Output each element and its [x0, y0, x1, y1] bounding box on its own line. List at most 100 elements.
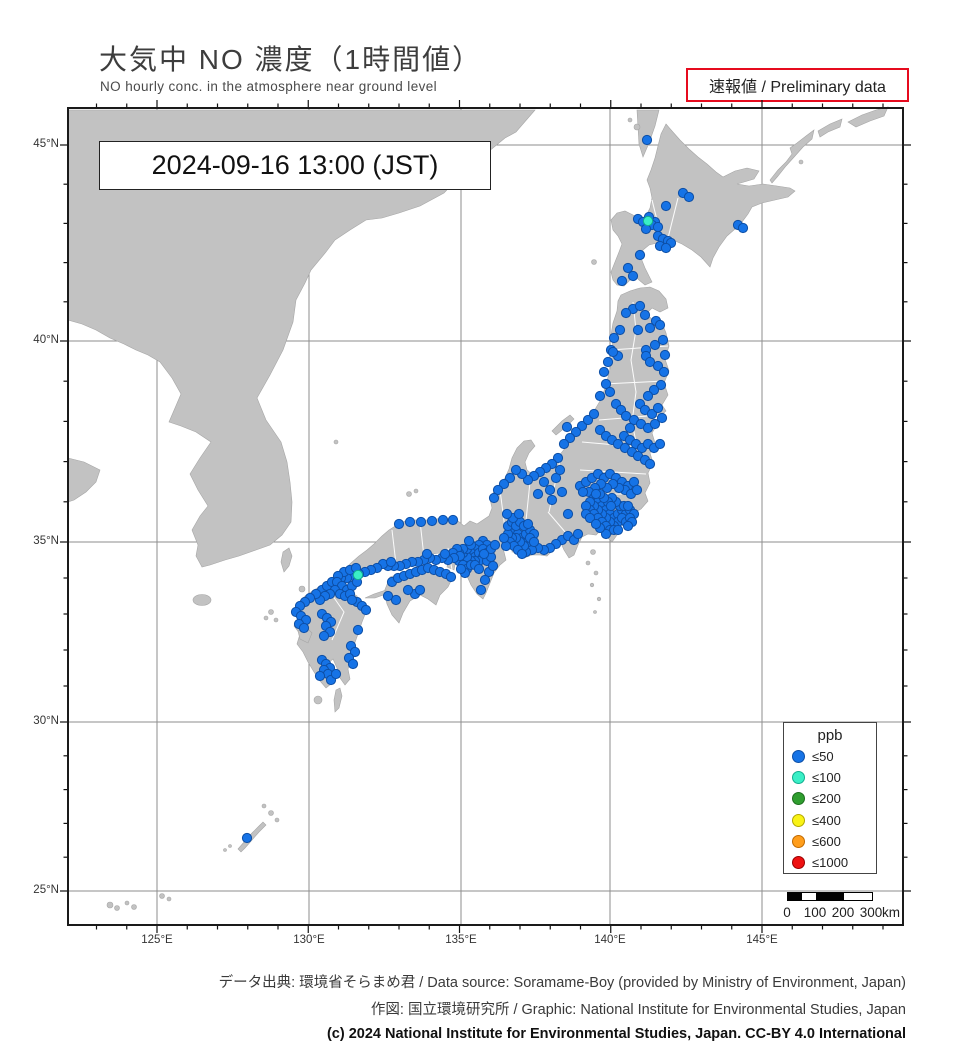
- land-izu-3: [593, 570, 599, 576]
- legend-label-le1000: ≤1000: [812, 854, 849, 870]
- station-dot: [594, 390, 606, 402]
- land-sakishima-4: [131, 904, 137, 910]
- land-kerama-1: [228, 844, 232, 848]
- station-dot: [498, 532, 510, 544]
- station-dot: [588, 408, 600, 420]
- station-dot: [488, 492, 500, 504]
- lat-axis-label: 35°N: [33, 535, 59, 547]
- land-kuril-2: [817, 118, 843, 138]
- station-dot: [504, 472, 516, 484]
- station-dot: [649, 418, 661, 430]
- lon-axis-label: 145°E: [746, 934, 778, 946]
- land-jeju: [192, 594, 212, 606]
- station-dot: [404, 516, 416, 528]
- station-dot: [550, 472, 562, 484]
- station-dot: [528, 536, 540, 548]
- lat-axis-label: 25°N: [33, 884, 59, 896]
- legend-row: ≤400: [784, 810, 841, 831]
- station-dot: [600, 378, 612, 390]
- station-dot: [522, 518, 534, 530]
- station-dot: [487, 560, 499, 572]
- legend-dot-le50: [792, 750, 805, 764]
- station-dot: [478, 548, 490, 560]
- land-kerama-2: [223, 848, 227, 852]
- station-dot: [516, 548, 528, 560]
- scale-bar-segments: [787, 892, 873, 901]
- station-dot: [658, 366, 670, 378]
- station-dot: [627, 270, 639, 282]
- land-tanegashima: [333, 687, 343, 713]
- station-dot: [657, 334, 669, 346]
- station-dot: [445, 571, 457, 583]
- land-izu-4: [589, 582, 595, 588]
- scale-label-100: 100: [803, 905, 827, 920]
- legend-dot-le600: [792, 834, 805, 848]
- station-dot: [385, 556, 397, 568]
- land-goto-2: [263, 615, 269, 621]
- station-dot: [538, 476, 550, 488]
- station-dot: [561, 421, 573, 433]
- legend: ppb ≤50 ≤100 ≤200 ≤400 ≤600 ≤1000: [783, 722, 877, 874]
- station-dot: [594, 424, 606, 436]
- lon-axis-label: 130°E: [293, 934, 325, 946]
- lat-axis-label: 40°N: [33, 334, 59, 346]
- legend-row: ≤200: [784, 788, 841, 809]
- station-dot: [562, 508, 574, 520]
- legend-dot-le200: [792, 792, 805, 806]
- station-dot: [421, 548, 433, 560]
- scale-label-200: 200: [831, 905, 855, 920]
- land-oki-1: [406, 491, 412, 497]
- station-dot: [298, 622, 310, 634]
- station-dot: [683, 191, 695, 203]
- scale-unit: km: [882, 905, 900, 920]
- land-okushiri: [591, 259, 597, 265]
- land-izu-5: [596, 596, 602, 602]
- station-dot: [646, 408, 658, 420]
- station-dot: [498, 478, 510, 490]
- legend-label-le600: ≤600: [812, 833, 841, 849]
- legend-dot-le1000: [792, 855, 805, 869]
- legend-row: ≤100: [784, 767, 841, 788]
- land-sakishima-1: [106, 901, 114, 909]
- legend-title: ppb: [817, 727, 843, 744]
- legend-label-le50: ≤50: [812, 749, 834, 765]
- station-dot: [655, 379, 667, 391]
- land-izu-oshima: [590, 549, 596, 555]
- land-sakishima-2: [114, 905, 120, 911]
- land-amami-2: [268, 810, 274, 816]
- land-ulleung: [333, 439, 339, 445]
- scale-label-300: 300: [859, 905, 883, 920]
- legend-row: ≤600: [784, 831, 841, 852]
- station-dot: [352, 569, 364, 581]
- station-dot: [616, 275, 628, 287]
- station-dot: [737, 222, 749, 234]
- timestamp-label: 2024-09-16 13:00 (JST): [151, 150, 439, 180]
- station-dot: [544, 484, 556, 496]
- station-dot: [570, 426, 582, 438]
- station-dot: [654, 438, 666, 450]
- land-rebun: [627, 117, 633, 123]
- legend-row: ≤50: [784, 746, 834, 767]
- station-dot: [390, 594, 402, 606]
- station-dot: [556, 486, 568, 498]
- legend-label-le200: ≤200: [812, 791, 841, 807]
- page-title: 大気中 NO 濃度（1時間値）: [99, 44, 483, 75]
- station-dot: [479, 574, 491, 586]
- station-dot: [554, 464, 566, 476]
- station-dot: [644, 458, 656, 470]
- station-dot: [552, 452, 564, 464]
- station-dot: [620, 410, 632, 422]
- station-dot: [346, 594, 358, 606]
- station-dot: [652, 402, 664, 414]
- station-dot: [522, 474, 534, 486]
- station-dot: [622, 520, 634, 532]
- station-dot: [654, 319, 666, 331]
- station-dot: [463, 535, 475, 547]
- graphic-credit: 作図: 国立環境研究所 / Graphic: National Institut…: [370, 1002, 906, 1018]
- station-dot: [564, 432, 576, 444]
- station-dot: [475, 584, 487, 596]
- station-dot: [604, 386, 616, 398]
- station-dot: [622, 262, 634, 274]
- station-dot: [492, 484, 504, 496]
